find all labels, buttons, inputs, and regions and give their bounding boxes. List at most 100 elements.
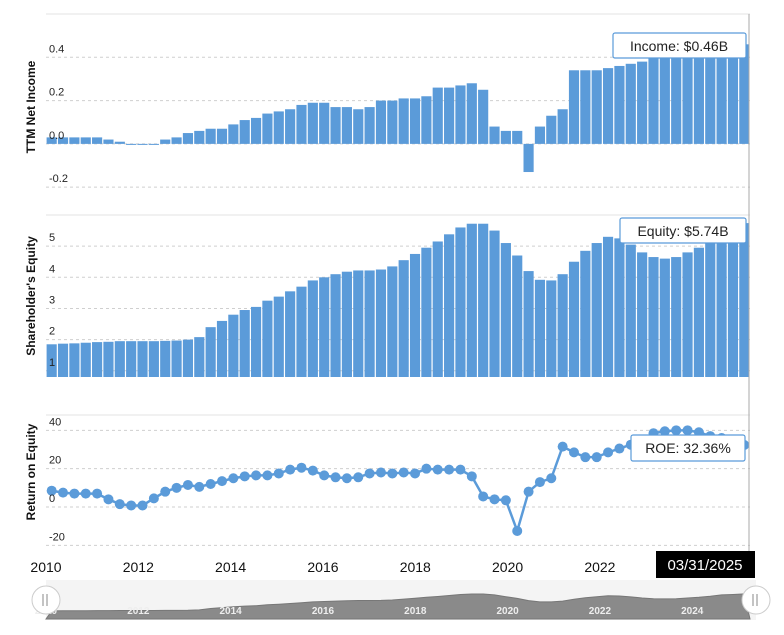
x-tick-label: 2020 bbox=[492, 559, 523, 575]
bar bbox=[330, 274, 341, 377]
bar bbox=[171, 340, 182, 377]
data-point bbox=[580, 452, 591, 463]
bar bbox=[46, 137, 57, 144]
bar bbox=[80, 342, 91, 377]
data-point bbox=[500, 495, 511, 506]
equity-bars bbox=[46, 223, 750, 377]
bar bbox=[92, 137, 103, 144]
bar bbox=[296, 104, 307, 144]
bar bbox=[285, 291, 296, 377]
bar bbox=[205, 128, 216, 144]
bar bbox=[478, 89, 489, 144]
data-point bbox=[534, 477, 545, 488]
bar bbox=[489, 230, 500, 377]
bar bbox=[126, 143, 137, 145]
data-point bbox=[194, 481, 205, 492]
bar bbox=[727, 52, 739, 144]
y-tick-label: 0.4 bbox=[49, 43, 64, 55]
bar bbox=[319, 102, 330, 144]
data-point bbox=[228, 473, 239, 484]
x-tick-label: 2010 bbox=[30, 559, 61, 575]
bar bbox=[671, 257, 682, 377]
navigator-right-handle[interactable] bbox=[741, 585, 771, 615]
bar bbox=[637, 61, 648, 144]
bar bbox=[353, 270, 364, 377]
bar bbox=[534, 126, 546, 144]
bar bbox=[455, 227, 466, 377]
bar bbox=[409, 253, 421, 377]
x-tick-label: 2014 bbox=[215, 559, 246, 575]
data-point bbox=[591, 452, 602, 463]
data-point bbox=[114, 499, 125, 510]
income-tooltip: Income: $0.46B bbox=[612, 32, 747, 59]
roe-gridlines bbox=[46, 414, 750, 546]
data-point bbox=[444, 464, 455, 475]
bar bbox=[455, 85, 466, 144]
bar bbox=[409, 98, 421, 144]
bar bbox=[239, 120, 250, 144]
bar bbox=[614, 238, 625, 377]
net-income-panel: -0.2 0.0 0.2 0.4 TTM Net Income Income: $0.… bbox=[24, 13, 750, 188]
bar bbox=[69, 343, 80, 377]
bar bbox=[500, 130, 511, 144]
roe-panel: -20 0 20 40 Return on Equity ROE: 32.36% bbox=[24, 414, 750, 546]
data-point bbox=[273, 468, 284, 479]
bar bbox=[194, 337, 205, 377]
bar bbox=[602, 68, 614, 144]
net-income-bars bbox=[46, 44, 750, 173]
bar bbox=[239, 310, 250, 377]
bar bbox=[500, 243, 511, 377]
bar bbox=[546, 280, 557, 377]
bar bbox=[353, 109, 364, 144]
navigator-year-label: 2020 bbox=[496, 606, 519, 617]
bar bbox=[682, 46, 693, 144]
range-navigator[interactable]: 20102012201420162018202020222024 bbox=[31, 580, 771, 620]
data-point bbox=[455, 464, 466, 475]
bar bbox=[523, 143, 534, 173]
grip-lines-icon bbox=[752, 594, 758, 606]
data-point bbox=[307, 465, 318, 476]
bar bbox=[387, 100, 398, 144]
net-income-gridlines bbox=[46, 13, 750, 188]
bar bbox=[739, 44, 750, 144]
bar bbox=[546, 115, 557, 144]
bar bbox=[444, 87, 455, 144]
bar bbox=[341, 107, 352, 144]
navigator-left-handle[interactable] bbox=[31, 585, 61, 615]
data-point bbox=[387, 468, 398, 479]
navigator-year-label: 2016 bbox=[312, 606, 335, 617]
data-point bbox=[364, 468, 375, 479]
y-tick-label: 3 bbox=[49, 294, 55, 306]
data-point bbox=[682, 425, 693, 436]
data-point bbox=[103, 494, 114, 505]
bar bbox=[341, 271, 352, 377]
bar bbox=[228, 124, 239, 144]
bar bbox=[228, 314, 239, 377]
bar bbox=[114, 341, 125, 377]
bar bbox=[285, 109, 296, 144]
roe-tooltip: ROE: 32.36% bbox=[630, 434, 746, 462]
y-tick-label: 20 bbox=[49, 455, 61, 467]
bar bbox=[364, 107, 375, 144]
data-point bbox=[659, 426, 670, 437]
bar bbox=[466, 223, 477, 377]
equity-tooltip-text: Equity: $5.74B bbox=[637, 223, 728, 239]
bar bbox=[444, 234, 455, 377]
grip-lines-icon bbox=[42, 594, 48, 606]
bar bbox=[57, 343, 69, 377]
data-point bbox=[69, 488, 80, 499]
data-point bbox=[432, 464, 443, 475]
data-point bbox=[182, 479, 193, 490]
bar bbox=[557, 274, 568, 377]
data-point bbox=[285, 464, 296, 475]
data-point bbox=[171, 482, 182, 493]
bar bbox=[364, 270, 375, 377]
bar bbox=[705, 50, 716, 144]
income-tooltip-text: Income: $0.46B bbox=[630, 38, 728, 54]
bar bbox=[319, 277, 330, 377]
bar bbox=[568, 261, 580, 377]
data-point bbox=[671, 425, 682, 436]
bar bbox=[523, 271, 534, 377]
bar bbox=[580, 250, 591, 377]
data-point bbox=[398, 467, 409, 478]
